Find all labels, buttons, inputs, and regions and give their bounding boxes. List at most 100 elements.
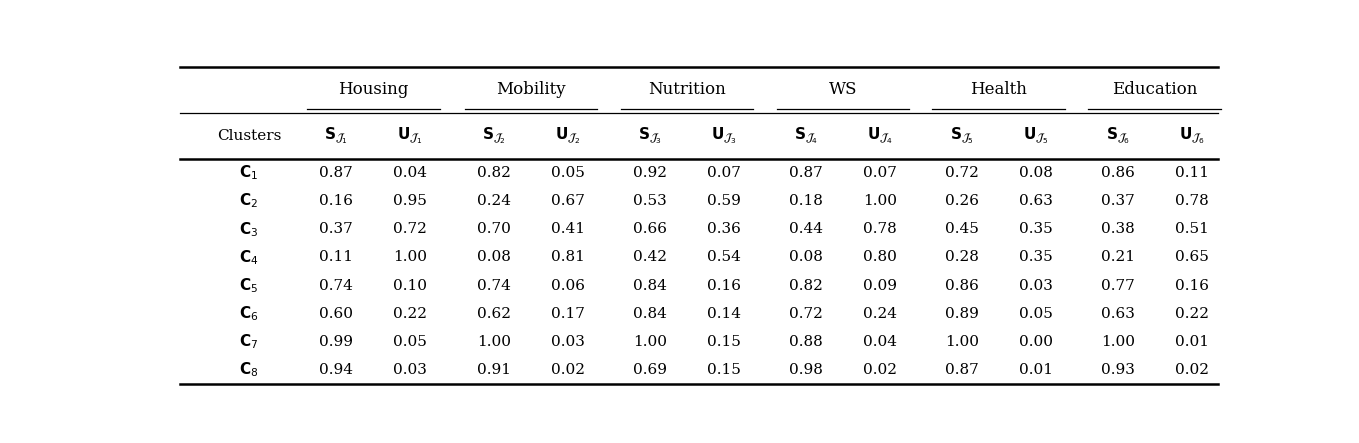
Text: 0.06: 0.06: [550, 279, 584, 292]
Text: 0.60: 0.60: [319, 307, 353, 321]
Text: 0.04: 0.04: [863, 335, 897, 349]
Text: 0.53: 0.53: [633, 194, 667, 208]
Text: 0.38: 0.38: [1101, 222, 1135, 236]
Text: 0.66: 0.66: [633, 222, 667, 236]
Text: 0.28: 0.28: [945, 250, 978, 264]
Text: 0.10: 0.10: [393, 279, 427, 292]
Text: 0.92: 0.92: [633, 166, 667, 180]
Text: 0.07: 0.07: [707, 166, 741, 180]
Text: 0.05: 0.05: [393, 335, 427, 349]
Text: 0.82: 0.82: [790, 279, 824, 292]
Text: 1.00: 1.00: [945, 335, 978, 349]
Text: 0.72: 0.72: [790, 307, 824, 321]
Text: 0.80: 0.80: [863, 250, 897, 264]
Text: 0.72: 0.72: [393, 222, 427, 236]
Text: 0.94: 0.94: [319, 363, 353, 377]
Text: 0.63: 0.63: [1101, 307, 1135, 321]
Text: 0.42: 0.42: [633, 250, 667, 264]
Text: 0.67: 0.67: [550, 194, 584, 208]
Text: 1.00: 1.00: [1101, 335, 1135, 349]
Text: 0.69: 0.69: [633, 363, 667, 377]
Text: 0.01: 0.01: [1174, 335, 1208, 349]
Text: 0.02: 0.02: [1174, 363, 1208, 377]
Text: $\mathbf{C}_7$: $\mathbf{C}_7$: [239, 333, 258, 351]
Text: 0.02: 0.02: [863, 363, 897, 377]
Text: Education: Education: [1112, 82, 1197, 98]
Text: 0.86: 0.86: [1101, 166, 1135, 180]
Text: 0.59: 0.59: [707, 194, 741, 208]
Text: 0.88: 0.88: [790, 335, 824, 349]
Text: 0.99: 0.99: [319, 335, 353, 349]
Text: $\mathbf{S}_{\mathcal{J}_3}$: $\mathbf{S}_{\mathcal{J}_3}$: [639, 125, 662, 146]
Text: 0.54: 0.54: [707, 250, 741, 264]
Text: 0.08: 0.08: [1019, 166, 1053, 180]
Text: 0.24: 0.24: [863, 307, 897, 321]
Text: 0.17: 0.17: [550, 307, 584, 321]
Text: 0.65: 0.65: [1174, 250, 1208, 264]
Text: $\mathbf{C}_5$: $\mathbf{C}_5$: [239, 276, 258, 295]
Text: 1.00: 1.00: [633, 335, 667, 349]
Text: 0.16: 0.16: [319, 194, 353, 208]
Text: $\mathbf{S}_{\mathcal{J}_5}$: $\mathbf{S}_{\mathcal{J}_5}$: [950, 125, 974, 146]
Text: 0.09: 0.09: [863, 279, 897, 292]
Text: $\mathbf{S}_{\mathcal{J}_1}$: $\mathbf{S}_{\mathcal{J}_1}$: [325, 125, 348, 146]
Text: 0.08: 0.08: [477, 250, 511, 264]
Text: $\mathbf{U}_{\mathcal{J}_1}$: $\mathbf{U}_{\mathcal{J}_1}$: [397, 125, 423, 146]
Text: 0.18: 0.18: [790, 194, 824, 208]
Text: 0.07: 0.07: [863, 166, 897, 180]
Text: 0.37: 0.37: [319, 222, 353, 236]
Text: $\mathbf{C}_2$: $\mathbf{C}_2$: [239, 192, 258, 210]
Text: Housing: Housing: [338, 82, 408, 98]
Text: $\mathbf{C}_6$: $\mathbf{C}_6$: [239, 304, 258, 323]
Text: Mobility: Mobility: [496, 82, 565, 98]
Text: 0.41: 0.41: [550, 222, 584, 236]
Text: 0.15: 0.15: [707, 335, 741, 349]
Text: 0.16: 0.16: [1174, 279, 1208, 292]
Text: 0.78: 0.78: [863, 222, 897, 236]
Text: 0.22: 0.22: [1174, 307, 1208, 321]
Text: 0.02: 0.02: [550, 363, 584, 377]
Text: 0.21: 0.21: [1101, 250, 1135, 264]
Text: 0.84: 0.84: [633, 307, 667, 321]
Text: 0.35: 0.35: [1019, 222, 1052, 236]
Text: 1.00: 1.00: [393, 250, 427, 264]
Text: 0.77: 0.77: [1101, 279, 1135, 292]
Text: 0.74: 0.74: [319, 279, 353, 292]
Text: 0.26: 0.26: [945, 194, 978, 208]
Text: $\mathbf{C}_8$: $\mathbf{C}_8$: [239, 361, 258, 379]
Text: 0.98: 0.98: [790, 363, 824, 377]
Text: 0.35: 0.35: [1019, 250, 1052, 264]
Text: 0.24: 0.24: [477, 194, 511, 208]
Text: 0.82: 0.82: [477, 166, 511, 180]
Text: $\mathbf{S}_{\mathcal{J}_4}$: $\mathbf{S}_{\mathcal{J}_4}$: [794, 125, 818, 146]
Text: 0.87: 0.87: [319, 166, 353, 180]
Text: 0.45: 0.45: [945, 222, 978, 236]
Text: 0.08: 0.08: [790, 250, 824, 264]
Text: 0.01: 0.01: [1019, 363, 1053, 377]
Text: 0.16: 0.16: [707, 279, 741, 292]
Text: Health: Health: [970, 82, 1027, 98]
Text: 0.11: 0.11: [1174, 166, 1208, 180]
Text: $\mathbf{U}_{\mathcal{J}_2}$: $\mathbf{U}_{\mathcal{J}_2}$: [556, 125, 580, 146]
Text: 0.51: 0.51: [1174, 222, 1208, 236]
Text: $\mathbf{U}_{\mathcal{J}_5}$: $\mathbf{U}_{\mathcal{J}_5}$: [1023, 125, 1048, 146]
Text: 0.86: 0.86: [945, 279, 978, 292]
Text: 0.14: 0.14: [707, 307, 741, 321]
Text: $\mathbf{S}_{\mathcal{J}_2}$: $\mathbf{S}_{\mathcal{J}_2}$: [482, 125, 507, 146]
Text: 0.05: 0.05: [550, 166, 584, 180]
Text: 0.78: 0.78: [1174, 194, 1208, 208]
Text: WS: WS: [829, 82, 858, 98]
Text: $\mathbf{C}_3$: $\mathbf{C}_3$: [239, 220, 258, 239]
Text: $\mathbf{C}_1$: $\mathbf{C}_1$: [239, 163, 258, 183]
Text: 0.03: 0.03: [393, 363, 427, 377]
Text: $\mathbf{C}_4$: $\mathbf{C}_4$: [239, 248, 258, 267]
Text: 0.63: 0.63: [1019, 194, 1053, 208]
Text: 0.62: 0.62: [477, 307, 511, 321]
Text: 0.87: 0.87: [945, 363, 978, 377]
Text: 0.93: 0.93: [1101, 363, 1135, 377]
Text: 1.00: 1.00: [863, 194, 897, 208]
Text: 0.89: 0.89: [945, 307, 978, 321]
Text: 0.22: 0.22: [393, 307, 427, 321]
Text: 1.00: 1.00: [477, 335, 511, 349]
Text: 0.15: 0.15: [707, 363, 741, 377]
